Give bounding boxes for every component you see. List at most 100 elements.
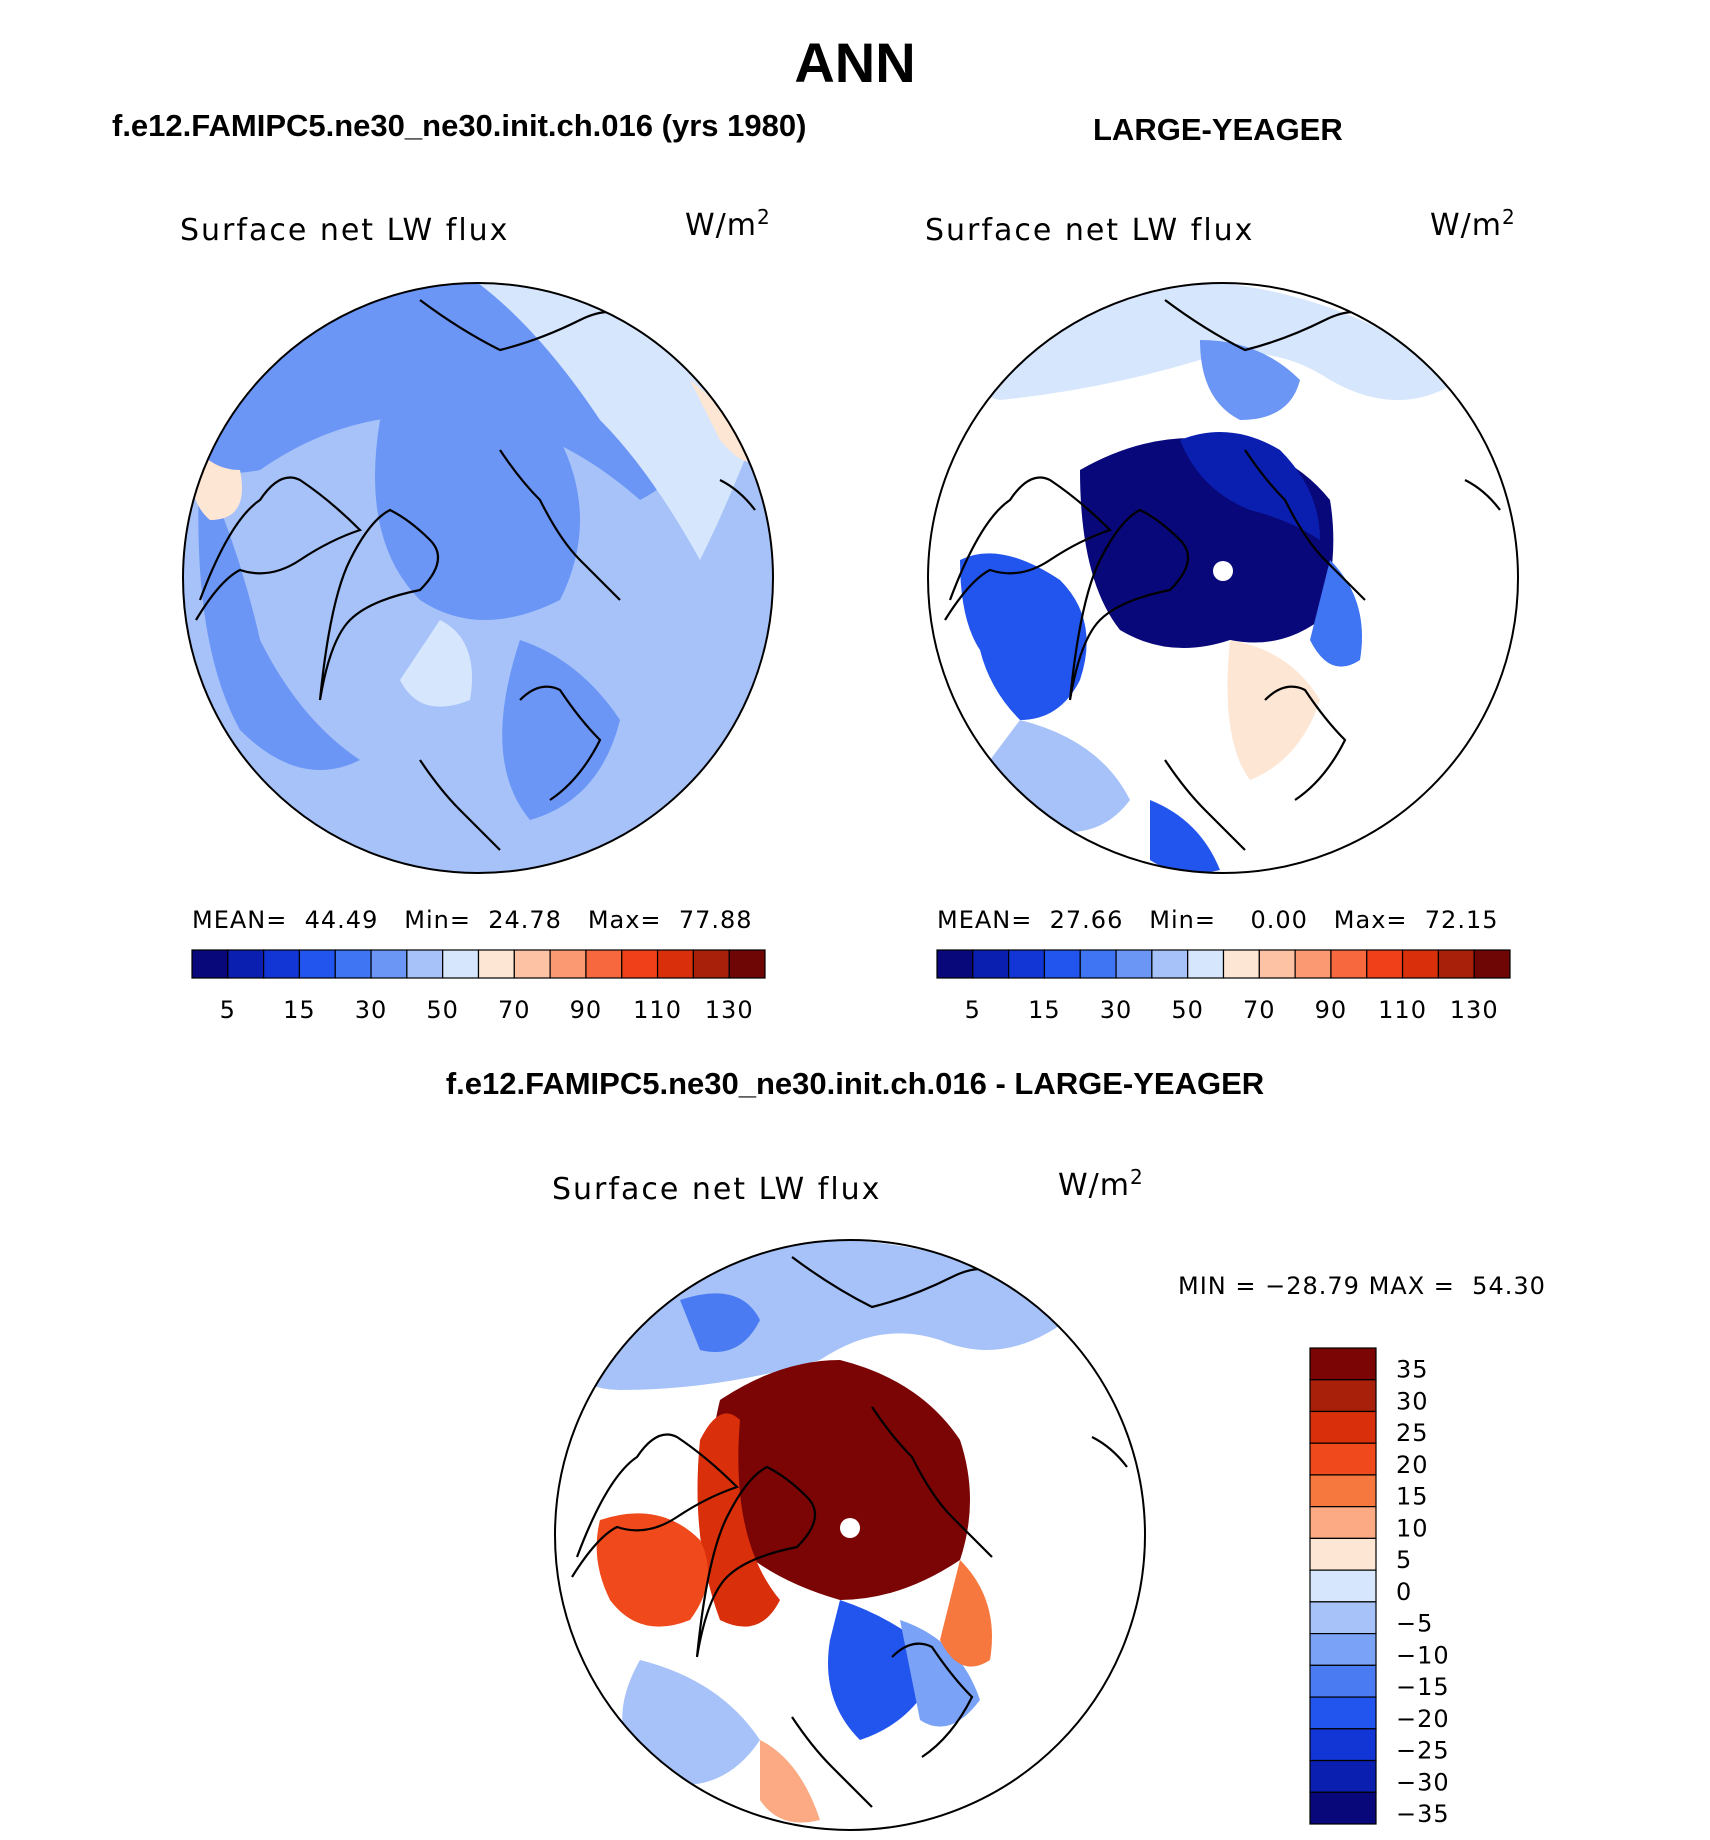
diff-colorbar-tick-label: 35 [1396, 1356, 1429, 1384]
left-colorbar-swatch [370, 949, 408, 979]
diff-units-label: W/m2 [1058, 1165, 1144, 1203]
diff-colorbar-tick-label: 10 [1396, 1514, 1429, 1542]
left-colorbar-tick-label: 90 [570, 996, 603, 1024]
diff-panel-title: f.e12.FAMIPC5.ne30_ne30.init.ch.016 - LA… [445, 1066, 1265, 1101]
diff-colorbar-swatch [1309, 1632, 1377, 1666]
right-colorbar-swatch [1401, 949, 1439, 979]
left-colorbar-swatch [227, 949, 265, 979]
diff-colorbar-tick-label: 0 [1396, 1578, 1412, 1606]
diff-colorbar-swatch [1309, 1696, 1377, 1730]
right-colorbar-swatch [936, 949, 974, 979]
diff-colorbar-swatch [1309, 1506, 1377, 1539]
left-colorbar-tick-label: 130 [705, 996, 754, 1024]
right-colorbar-tick-label: 130 [1450, 996, 1499, 1024]
diff-colorbar-swatch [1309, 1664, 1377, 1698]
right-colorbar-tick-label: 90 [1315, 996, 1348, 1024]
left-colorbar-tick-label: 50 [426, 996, 459, 1024]
right-colorbar-tick-label: 70 [1243, 996, 1276, 1024]
right-stats: MEAN= 27.66 Min= 0.00 Max= 72.15 [937, 906, 1499, 934]
right-colorbar-swatch [1366, 949, 1404, 979]
diff-coastlines [571, 1256, 1128, 1808]
left-colorbar-swatch [621, 949, 659, 979]
diff-colorbar-swatch [1309, 1474, 1377, 1508]
diff-colorbar-swatch [1309, 1569, 1377, 1603]
diff-colorbar-tick-label: −25 [1396, 1737, 1450, 1765]
diff-colorbar-tick-label: −5 [1396, 1610, 1433, 1638]
right-colorbar: 5 15 30 50 70 90 110 130 [936, 949, 1511, 1024]
right-colorbar-swatch [1115, 949, 1153, 979]
left-panel-title: f.e12.FAMIPC5.ne30_ne30.init.ch.016 (yrs… [112, 108, 807, 143]
right-colorbar-swatch [1187, 949, 1225, 979]
diff-colorbar-swatch [1309, 1537, 1377, 1571]
left-colorbar-tick-label: 70 [498, 996, 531, 1024]
diff-colorbar-tick-label: −30 [1396, 1768, 1450, 1796]
diff-colorbar-swatch [1309, 1379, 1377, 1413]
left-colorbar-swatch [442, 949, 480, 979]
left-stats: MEAN= 44.49 Min= 24.78 Max= 77.88 [192, 906, 753, 934]
diff-colorbar-tick-label: −20 [1396, 1705, 1450, 1733]
diff-colorbar-tick-label: 5 [1396, 1546, 1412, 1574]
diff-map-border [554, 1239, 1146, 1831]
diff-colorbar-tick-label: −35 [1396, 1800, 1450, 1828]
right-panel-title: LARGE-YEAGER [1093, 112, 1343, 147]
left-units-label: W/m2 [685, 205, 771, 243]
right-colorbar-tick-label: 50 [1171, 996, 1204, 1024]
diff-colorbar-tick-label: 20 [1396, 1451, 1429, 1479]
left-colorbar-swatch [406, 949, 444, 979]
left-colorbar-swatch [191, 949, 229, 979]
right-colorbar-swatch [1473, 949, 1511, 979]
right-map-border [927, 282, 1519, 874]
diff-colorbar-swatch [1309, 1601, 1377, 1635]
diff-colorbar-tick-label: −15 [1396, 1673, 1450, 1701]
left-colorbar-swatch [263, 949, 301, 979]
left-colorbar-swatch [477, 949, 515, 979]
left-colorbar-swatch [334, 949, 372, 979]
right-colorbar-swatch [1151, 949, 1189, 979]
right-units-label: W/m2 [1430, 205, 1516, 243]
right-pole-marker [1213, 561, 1233, 581]
left-colorbar-swatch [656, 949, 694, 979]
diff-colorbar: 35 30 25 20 15 10 5 0 −5 −10 −15 −20 −25 −30 −35 [1309, 1347, 1450, 1828]
left-variable-label: Surface net LW flux [180, 213, 510, 248]
diff-colorbar-swatch [1309, 1347, 1377, 1381]
left-colorbar: 5 15 30 50 70 90 110 130 [191, 949, 766, 1024]
main-title: ANN [794, 31, 916, 94]
right-colorbar-swatch [1258, 949, 1296, 979]
left-colorbar-tick-label: 110 [633, 996, 682, 1024]
right-colorbar-tick-label: 110 [1378, 996, 1427, 1024]
diff-colorbar-tick-label: 25 [1396, 1419, 1429, 1447]
right-colorbar-swatch [1043, 949, 1081, 979]
right-variable-label: Surface net LW flux [925, 213, 1255, 248]
diff-colorbar-tick-label: −10 [1396, 1641, 1450, 1669]
left-colorbar-swatch [585, 949, 623, 979]
left-colorbar-tick-label: 30 [355, 996, 388, 1024]
diff-colorbar-swatch [1309, 1442, 1377, 1476]
diff-variable-label: Surface net LW flux [552, 1172, 882, 1207]
left-colorbar-tick-label: 5 [220, 996, 236, 1024]
diff-colorbar-swatch [1309, 1410, 1377, 1444]
right-colorbar-swatch [1222, 949, 1260, 979]
left-colorbar-swatch [298, 949, 336, 979]
right-colorbar-tick-label: 30 [1100, 996, 1133, 1024]
diff-stats: MIN = −28.79 MAX = 54.30 [1178, 1272, 1546, 1300]
diff-pole-marker [840, 1518, 860, 1538]
right-colorbar-swatch [972, 949, 1010, 979]
left-colorbar-swatch [728, 949, 766, 979]
right-colorbar-swatch [1079, 949, 1117, 979]
right-colorbar-swatch [1008, 949, 1046, 979]
diff-colorbar-tick-label: 15 [1396, 1483, 1429, 1511]
right-colorbar-tick-label: 5 [965, 996, 981, 1024]
left-polar-map [183, 283, 773, 873]
right-colorbar-swatch [1330, 949, 1368, 979]
diff-colorbar-tick-label: 30 [1396, 1387, 1429, 1415]
right-colorbar-tick-label: 15 [1028, 996, 1061, 1024]
right-colorbar-swatch [1437, 949, 1475, 979]
left-colorbar-tick-label: 15 [283, 996, 316, 1024]
left-colorbar-swatch [549, 949, 587, 979]
right-colorbar-swatch [1294, 949, 1332, 979]
diff-colorbar-swatch [1309, 1759, 1377, 1793]
diff-colorbar-swatch [1309, 1791, 1377, 1825]
left-colorbar-swatch [692, 949, 730, 979]
left-colorbar-swatch [513, 949, 551, 979]
